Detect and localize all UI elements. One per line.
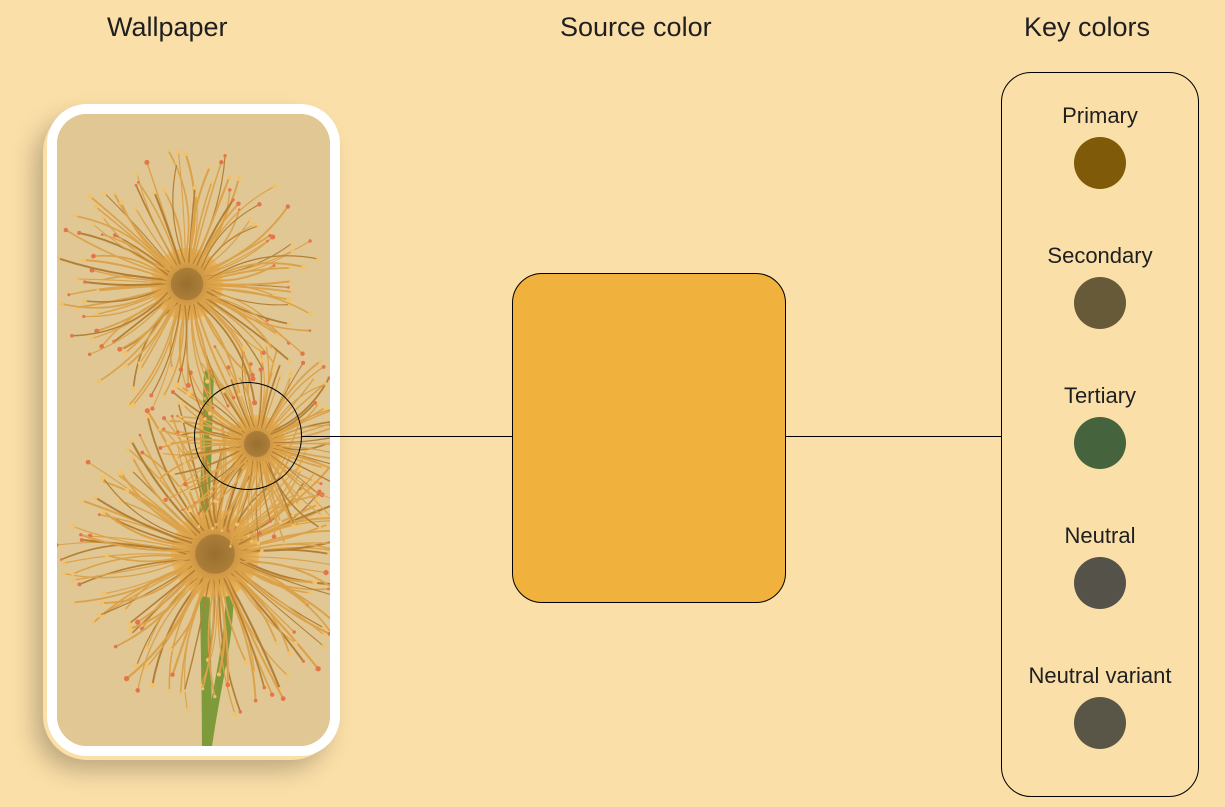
key-color-label: Primary <box>1002 103 1198 129</box>
heading-key-colors: Key colors <box>1024 12 1150 43</box>
connector-wallpaper-to-source <box>301 436 512 437</box>
connector-source-to-key <box>784 436 1001 437</box>
key-color-swatch <box>1074 417 1126 469</box>
key-color-swatch <box>1074 697 1126 749</box>
key-color-item: Secondary <box>1002 243 1198 329</box>
heading-source-color: Source color <box>560 12 712 43</box>
key-color-item: Neutral variant <box>1002 663 1198 749</box>
key-color-label: Neutral variant <box>1002 663 1198 689</box>
key-colors-panel: Primary Secondary Tertiary Neutral Neutral v… <box>1001 72 1199 797</box>
key-color-swatch <box>1074 137 1126 189</box>
key-color-item: Tertiary <box>1002 383 1198 469</box>
key-color-item: Neutral <box>1002 523 1198 609</box>
heading-wallpaper: Wallpaper <box>107 12 228 43</box>
key-color-label: Tertiary <box>1002 383 1198 409</box>
key-color-swatch <box>1074 557 1126 609</box>
source-color-swatch <box>512 273 786 603</box>
key-color-item: Primary <box>1002 103 1198 189</box>
key-color-label: Neutral <box>1002 523 1198 549</box>
key-color-swatch <box>1074 277 1126 329</box>
key-color-label: Secondary <box>1002 243 1198 269</box>
color-sample-circle <box>194 382 302 490</box>
